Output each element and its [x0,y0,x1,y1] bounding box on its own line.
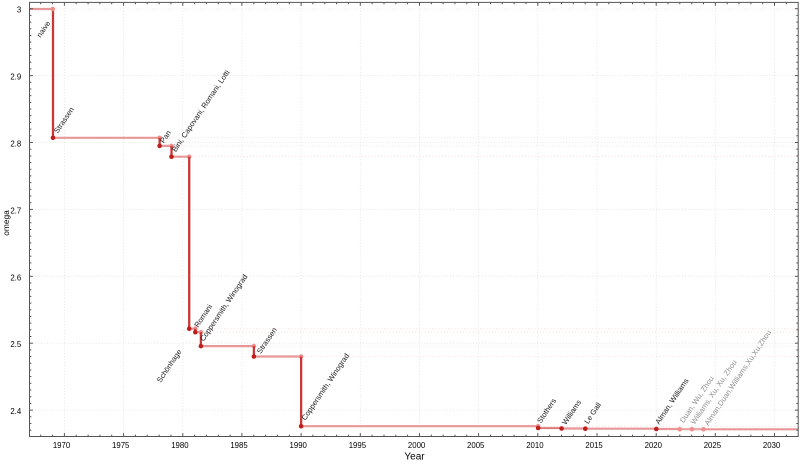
svg-text:2.6: 2.6 [10,273,21,282]
svg-text:omega: omega [1,210,11,236]
svg-text:1975: 1975 [112,441,130,450]
svg-text:1980: 1980 [171,441,189,450]
svg-text:1990: 1990 [290,441,308,450]
svg-text:3: 3 [17,6,21,15]
svg-text:2015: 2015 [585,441,603,450]
svg-text:1985: 1985 [230,441,248,450]
svg-text:1995: 1995 [349,441,367,450]
svg-text:Year: Year [404,451,425,460]
svg-text:2.9: 2.9 [10,73,21,82]
svg-text:2.7: 2.7 [10,206,21,215]
svg-text:2010: 2010 [526,441,544,450]
svg-text:2.8: 2.8 [10,140,21,149]
svg-text:1970: 1970 [53,441,71,450]
svg-text:2.5: 2.5 [10,340,22,349]
svg-text:2030: 2030 [763,441,781,450]
svg-text:2000: 2000 [408,441,426,450]
svg-text:2005: 2005 [467,441,485,450]
svg-text:2020: 2020 [645,441,663,450]
svg-text:2025: 2025 [704,441,722,450]
svg-text:2.4: 2.4 [10,407,22,416]
